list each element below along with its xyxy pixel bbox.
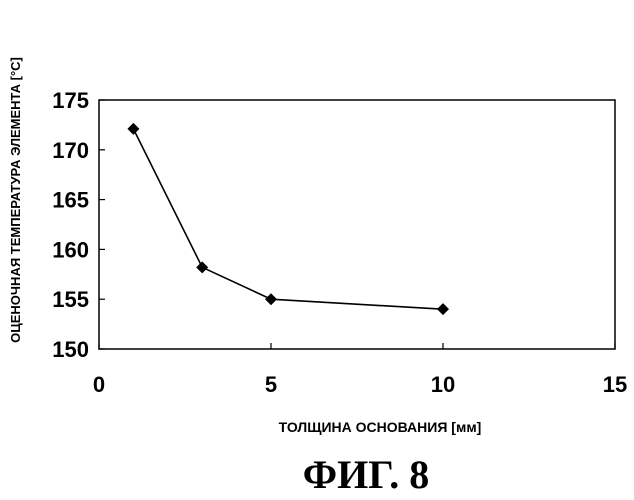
x-tick-label: 0 [93,372,105,397]
plot-area [99,100,615,349]
y-tick-label: 155 [52,287,89,312]
y-tick-label: 160 [52,237,89,262]
y-tick-label: 170 [52,138,89,163]
x-tick-label: 15 [603,372,627,397]
data-point-marker [437,303,449,315]
series-line [133,129,443,309]
y-tick-label: 175 [52,88,89,113]
data-point-marker [127,123,139,135]
y-axis-label: ОЦЕНОЧНАЯ ТЕМПЕРАТУРА ЭЛЕМЕНТА [°C] [8,57,23,343]
x-tick-label: 5 [265,372,277,397]
data-point-marker [265,293,277,305]
y-axis-ticks: 150 155 160 165 170 175 [52,88,105,362]
x-tick-label: 10 [431,372,455,397]
x-axis-ticks: 0 5 10 15 [93,343,627,397]
y-tick-label: 165 [52,188,89,213]
data-point-marker [196,261,208,273]
data-markers [127,123,449,315]
figure-caption: ФИГ. 8 [303,452,429,497]
y-tick-label: 150 [52,337,89,362]
x-axis-label: ТОЛЩИНА ОСНОВАНИЯ [мм] [279,419,482,435]
